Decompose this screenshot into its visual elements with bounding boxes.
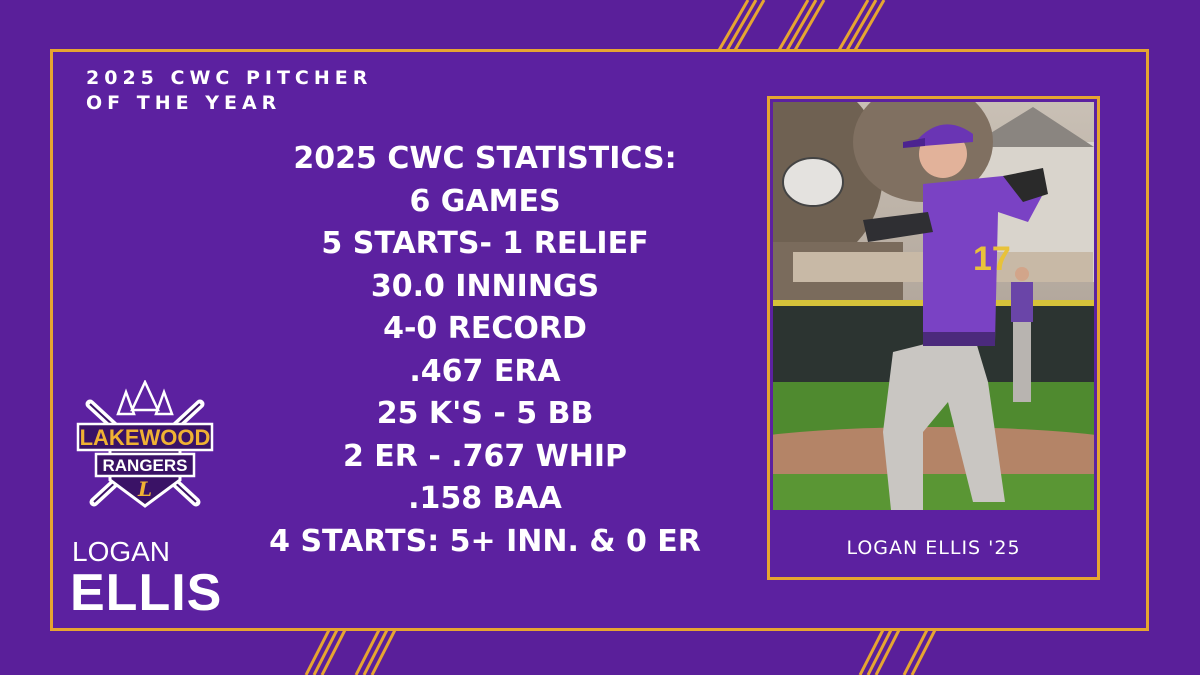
award-title: 2025 CWC PITCHER OF THE YEAR: [86, 66, 506, 116]
stat-line: 5 STARTS- 1 RELIEF: [321, 226, 649, 261]
player-first-name: LOGAN: [72, 536, 171, 567]
logo-monogram: L: [137, 477, 152, 501]
stats-list: 2025 CWC STATISTICS: 6 GAMES 5 STARTS- 1…: [210, 138, 760, 563]
stat-line: 4-0 RECORD: [383, 311, 587, 346]
stat-line: 4 STARTS: 5+ INN. & 0 ER: [269, 523, 701, 559]
stat-line: 6 GAMES: [409, 183, 561, 219]
stat-line: .467 ERA: [409, 353, 561, 389]
award-title-line1: 2025 CWC PITCHER: [86, 67, 373, 89]
logo-text-lakewood: LAKEWOOD: [80, 425, 211, 450]
stat-line: 30.0 INNINGS: [370, 268, 600, 304]
decorative-stripes-bottom: [304, 628, 938, 675]
decorative-stripes-top: [716, 0, 886, 52]
stats-heading: 2025 CWC STATISTICS:: [293, 141, 677, 176]
player-photo-card: 17 LOGAN ELLIS '25: [767, 96, 1100, 580]
jersey-number: 17: [973, 240, 1011, 278]
logo-text-rangers: RANGERS: [102, 456, 187, 475]
player-photo: 17: [773, 102, 1094, 510]
pitcher-figure: 17: [782, 124, 1048, 510]
stat-line: 25 K'S - 5 BB: [376, 396, 594, 431]
background-player: [1011, 267, 1033, 402]
pine-trees-icon: [116, 380, 174, 416]
stat-line: 2 ER - .767 WHIP: [342, 438, 628, 474]
award-title-line2: OF THE YEAR: [86, 92, 282, 114]
player-last-name: ELLIS: [70, 564, 223, 622]
stat-line: .158 BAA: [408, 481, 562, 516]
photo-caption: LOGAN ELLIS '25: [846, 537, 1021, 559]
team-logo: LAKEWOOD RANGERS L: [76, 380, 214, 508]
